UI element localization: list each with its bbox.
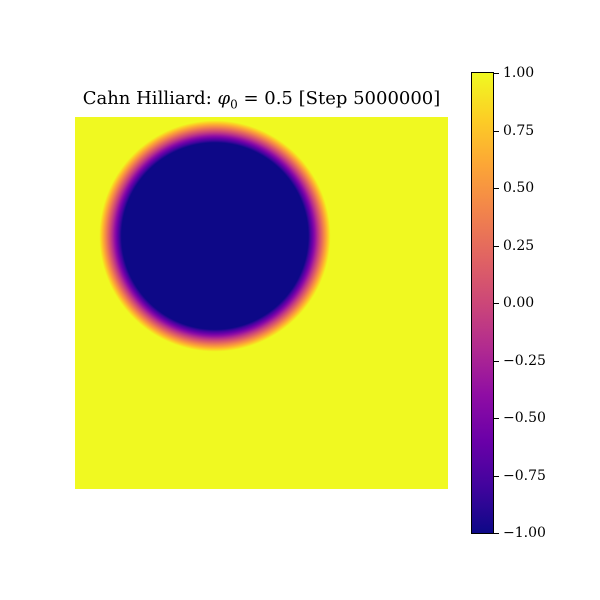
colorbar-tick-label: 1.00 — [503, 65, 535, 81]
colorbar-tick-mark — [494, 130, 499, 132]
colorbar-tick-mark — [494, 475, 499, 477]
chart-title: Cahn Hilliard: φ0 = 0.5 [Step 5000000] — [75, 88, 448, 112]
colorbar-tick-label: 0.50 — [503, 180, 535, 196]
colorbar-tick-label: −0.75 — [503, 467, 546, 484]
title-phi-subscript: 0 — [230, 97, 238, 112]
colorbar-gradient — [472, 73, 493, 533]
colorbar — [471, 72, 494, 534]
title-prefix: Cahn Hilliard: — [82, 88, 218, 109]
heatmap-inclusion-phase — [99, 120, 331, 352]
colorbar-tick-mark — [494, 360, 499, 362]
colorbar-fill — [472, 73, 493, 533]
title-suffix: = 0.5 [Step 5000000] — [237, 88, 441, 109]
colorbar-tick-label: 0.25 — [503, 237, 535, 254]
colorbar-tick-mark — [494, 73, 499, 74]
colorbar-tick-mark — [494, 188, 499, 189]
colorbar-tick-label: −0.50 — [503, 410, 546, 426]
heatmap-image — [75, 117, 448, 489]
colorbar-tick-mark — [494, 418, 499, 419]
colorbar-tick-mark — [494, 245, 499, 247]
colorbar-tick-label: 0.00 — [503, 295, 535, 311]
colorbar-tick-label: −1.00 — [503, 525, 546, 541]
colorbar-tick-label: −0.25 — [503, 352, 546, 369]
colorbar-tick-label: 0.75 — [503, 122, 535, 139]
colorbar-tick-mark — [494, 303, 499, 304]
title-phi-symbol: φ — [217, 88, 231, 109]
colorbar-tick-mark — [494, 533, 499, 534]
heatmap-plot-area — [75, 117, 448, 489]
